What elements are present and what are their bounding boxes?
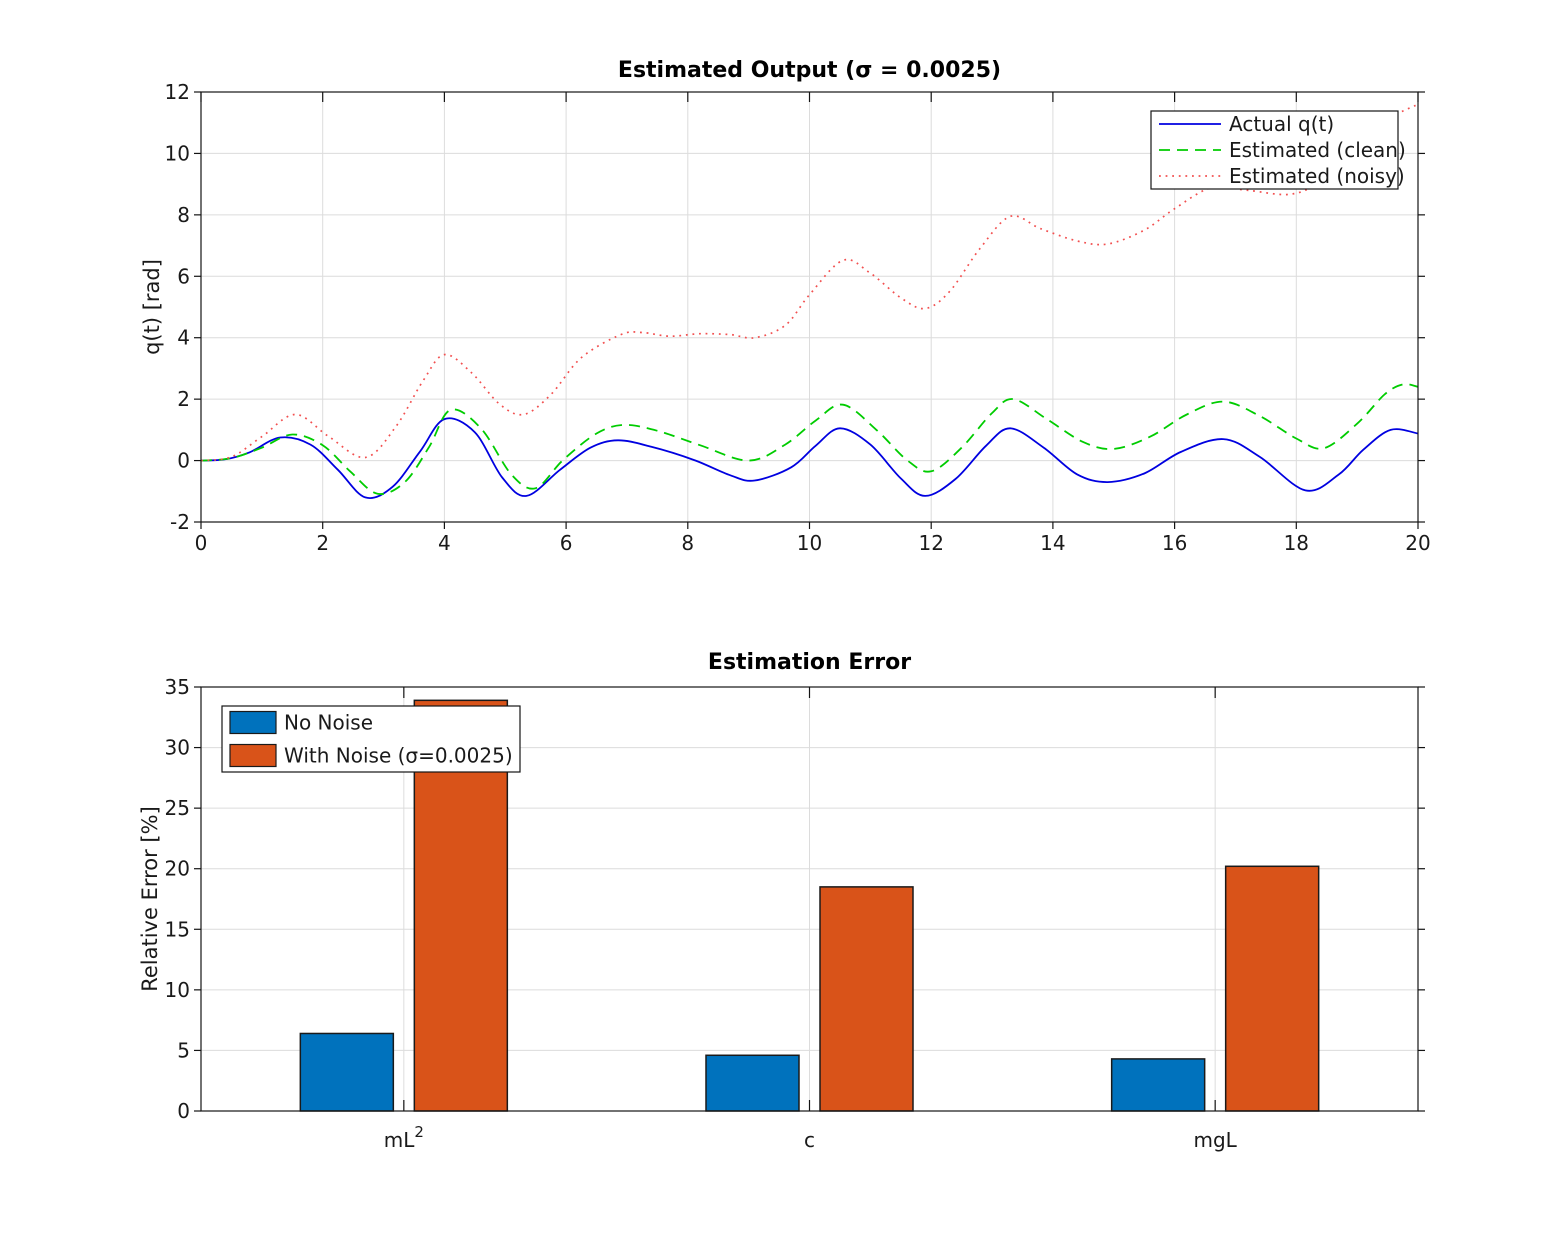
bar-0-0 bbox=[299, 1032, 395, 1112]
bottom-ticks bbox=[194, 686, 1425, 1112]
x-tick-label: 10 bbox=[797, 531, 822, 555]
y-tick-label: 5 bbox=[177, 1038, 190, 1062]
legend-label: Actual q(t) bbox=[1229, 112, 1334, 136]
y-tick-label: 8 bbox=[177, 203, 190, 227]
x-tick-label: 16 bbox=[1162, 531, 1187, 555]
top-grid bbox=[201, 92, 1418, 522]
bar-1-2 bbox=[1224, 865, 1320, 1112]
bottom-grid bbox=[201, 687, 1418, 1111]
legend-label: No Noise bbox=[284, 711, 373, 735]
y-tick-label: 2 bbox=[177, 387, 190, 411]
y-tick-label: 6 bbox=[177, 264, 190, 288]
y-tick-label: 20 bbox=[165, 857, 190, 881]
category-label: mgL bbox=[1194, 1128, 1238, 1152]
x-tick-label: 4 bbox=[438, 531, 451, 555]
series-line-2 bbox=[201, 103, 1418, 462]
top-legend: Actual q(t)Estimated (clean)Estimated (n… bbox=[1150, 110, 1406, 190]
x-tick-label: 2 bbox=[316, 531, 329, 555]
bar-0-2 bbox=[1110, 1058, 1206, 1112]
y-tick-label: 15 bbox=[165, 917, 190, 941]
x-tick-label: 18 bbox=[1284, 531, 1309, 555]
top-ticks bbox=[194, 91, 1425, 529]
category-label: mL2 bbox=[384, 1123, 424, 1152]
x-tick-label: 14 bbox=[1040, 531, 1065, 555]
category-label: c bbox=[804, 1128, 815, 1152]
legend-label: Estimated (clean) bbox=[1229, 138, 1406, 162]
legend-label: With Noise (σ=0.0025) bbox=[284, 744, 513, 768]
series-line-0 bbox=[201, 417, 1418, 499]
y-tick-label: 35 bbox=[165, 675, 190, 699]
bar-0-1 bbox=[705, 1054, 800, 1112]
legend-swatch bbox=[229, 743, 277, 768]
legend-swatch bbox=[229, 710, 277, 735]
x-tick-label: 20 bbox=[1405, 531, 1430, 555]
y-tick-label: 10 bbox=[165, 141, 190, 165]
top-series bbox=[201, 103, 1418, 499]
x-tick-label: 0 bbox=[195, 531, 208, 555]
y-tick-label: 12 bbox=[165, 80, 190, 104]
x-tick-label: 6 bbox=[560, 531, 573, 555]
y-tick-label: 4 bbox=[177, 326, 190, 350]
bar-1-1 bbox=[819, 886, 914, 1112]
y-tick-label: 0 bbox=[177, 449, 190, 473]
y-tick-label: 25 bbox=[165, 796, 190, 820]
legend-label: Estimated (noisy) bbox=[1229, 164, 1405, 188]
y-tick-label: 0 bbox=[177, 1099, 190, 1123]
x-tick-label: 12 bbox=[918, 531, 943, 555]
x-tick-label: 8 bbox=[681, 531, 694, 555]
y-tick-label: 30 bbox=[165, 736, 190, 760]
series-line-1 bbox=[201, 383, 1418, 495]
top-chart-title: Estimated Output (σ = 0.0025) bbox=[617, 58, 1002, 83]
bottom-axes: 0 5 10 15 20 25 30 35 mL2 c mgL No Noise With Noise … bbox=[165, 675, 1425, 1152]
bottom-legend: No Noise With Noise (σ=0.0025) bbox=[221, 705, 521, 773]
bottom-chart-title: Estimation Error bbox=[707, 650, 912, 675]
y-tick-label: 10 bbox=[165, 978, 190, 1002]
y-tick-label: -2 bbox=[170, 510, 190, 534]
